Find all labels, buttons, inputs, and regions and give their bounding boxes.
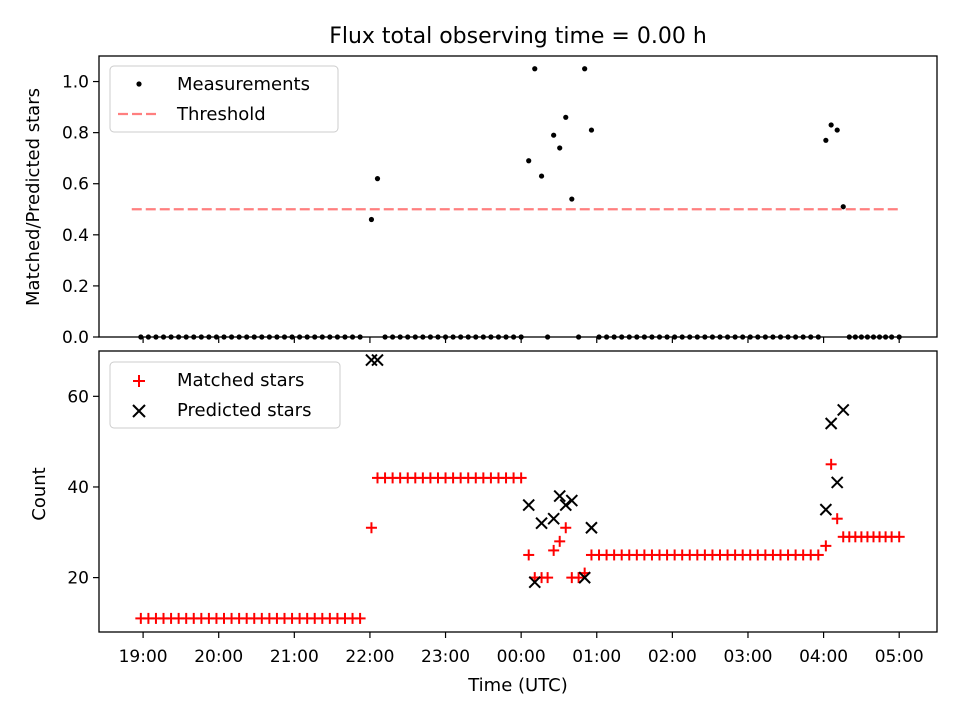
measurement-point-55 [551, 132, 557, 138]
top-ytick-label-1: 0.2 [62, 277, 89, 297]
predicted-point-7 [559, 498, 572, 512]
bottom-xtick-label-10: 05:00 [875, 647, 924, 667]
matched-point-30 [365, 522, 377, 534]
bottom-y-axis-label: Count [29, 467, 50, 520]
measurement-point-93 [828, 122, 834, 128]
bottom-ytick-label-0: 20 [67, 569, 89, 589]
measurement-point-31 [374, 176, 381, 182]
legend-matched-marker [133, 375, 145, 387]
top-y-axis-label: Matched/Predicted stars [23, 88, 44, 306]
bottom-xtick-label-6: 01:00 [572, 647, 621, 667]
top-legend-box [109, 65, 339, 133]
measurement-point-61 [588, 127, 595, 133]
bottom-ytick-label-1: 40 [67, 478, 89, 498]
predicted-point-6 [553, 489, 566, 503]
predicted-point-1 [371, 353, 384, 367]
matched-point-92 [820, 540, 832, 552]
measurement-point-60 [582, 66, 588, 72]
figure-title: Flux total observing time = 0.00 h [329, 24, 707, 49]
legend-threshold-label: Threshold [176, 104, 266, 125]
bottom-xtick-label-1: 20:00 [194, 647, 243, 667]
matched-point-51 [523, 549, 535, 561]
bottom-ytick-label-2: 60 [67, 387, 89, 407]
predicted-point-4 [535, 517, 548, 530]
predicted-point-2 [522, 498, 535, 512]
x-axis-label: Time (UTC) [467, 675, 568, 696]
bottom-xtick-label-8: 03:00 [723, 647, 772, 667]
bottom-panel: 20 40 60 19:00 20:00 21:00 22:00 23:00 00:00 01:… [29, 350, 938, 696]
matched-point-57 [560, 522, 572, 534]
legend-measurements-marker [136, 81, 142, 87]
top-panel: 0.0 0.2 0.4 0.6 0.8 1.0 Matched/Predicted sta… [23, 55, 938, 348]
top-ytick-label-4: 0.8 [62, 124, 89, 144]
top-legend: Measurements Threshold [109, 65, 339, 133]
legend-predicted-label: Predicted stars [177, 400, 311, 421]
bottom-axes-frame [98, 350, 938, 633]
predicted-point-10 [585, 521, 598, 534]
predicted-point-13 [830, 476, 844, 489]
measurement-point-30 [368, 216, 375, 223]
predicted-point-3 [528, 575, 541, 589]
predicted-point-9 [578, 571, 591, 584]
measurement-point-56 [557, 145, 563, 151]
bottom-legend: Matched stars Predicted stars [109, 361, 341, 429]
bottom-xtick-label-3: 22:00 [345, 647, 394, 667]
measurement-point-57 [563, 114, 569, 120]
predicted-point-11 [819, 503, 833, 516]
matched-point-29 [354, 612, 366, 624]
legend-measurements-label: Measurements [177, 74, 310, 95]
matched-point-91 [812, 549, 824, 561]
matched-point-56 [554, 535, 566, 547]
measurement-point-58 [569, 196, 575, 202]
matched-point-104 [893, 531, 905, 543]
predicted-point-8 [565, 494, 579, 507]
measurement-point-52 [532, 66, 538, 72]
measurement-point-53 [538, 173, 545, 179]
measurement-point-92 [823, 137, 829, 143]
matched-point-54 [542, 572, 554, 584]
bottom-xtick-label-5: 00:00 [497, 647, 546, 667]
matched-point-94 [831, 513, 843, 525]
matched-point-55 [548, 544, 560, 556]
bottom-xtick-label-2: 21:00 [270, 647, 319, 667]
predicted-point-0 [365, 353, 378, 367]
bottom-xtick-label-0: 19:00 [119, 647, 168, 667]
top-ytick-label-3: 0.6 [62, 175, 89, 195]
top-ytick-label-2: 0.4 [62, 226, 89, 246]
bottom-xtick-label-9: 04:00 [799, 647, 848, 667]
top-ytick-label-0: 0.0 [62, 328, 89, 348]
matched-point-93 [825, 458, 837, 470]
top-axes-frame [98, 55, 938, 338]
measurement-point-94 [834, 127, 840, 133]
legend-predicted-marker [132, 404, 146, 418]
predicted-point-5 [547, 512, 560, 525]
bottom-xtick-label-4: 23:00 [421, 647, 470, 667]
matched-point-59 [573, 572, 585, 584]
measurement-point-95 [840, 204, 846, 210]
matched-point-50 [515, 472, 527, 484]
bottom-legend-box [109, 361, 341, 429]
legend-matched-label: Matched stars [177, 370, 304, 391]
predicted-point-12 [824, 417, 838, 430]
measurement-point-51 [526, 158, 532, 164]
predicted-point-14 [837, 403, 850, 417]
top-ytick-label-5: 1.0 [62, 73, 89, 93]
bottom-xtick-label-7: 02:00 [648, 647, 697, 667]
